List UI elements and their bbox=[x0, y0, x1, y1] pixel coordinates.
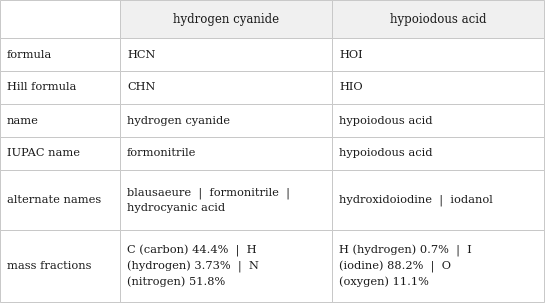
Text: hydroxidoiodine  |  iodanol: hydroxidoiodine | iodanol bbox=[339, 194, 493, 206]
Text: mass fractions: mass fractions bbox=[7, 261, 92, 271]
Text: C (carbon) 44.4%  |  H
(hydrogen) 3.73%  |  N
(nitrogen) 51.8%: C (carbon) 44.4% | H (hydrogen) 3.73% | … bbox=[127, 245, 259, 287]
Bar bbox=[0, 0, 120, 38]
Text: hypoiodous acid: hypoiodous acid bbox=[339, 115, 433, 126]
Bar bbox=[120, 104, 332, 137]
Text: Hill formula: Hill formula bbox=[7, 83, 76, 92]
Text: alternate names: alternate names bbox=[7, 195, 101, 205]
Text: formula: formula bbox=[7, 49, 52, 60]
Bar bbox=[332, 104, 544, 137]
Text: hypoiodous acid: hypoiodous acid bbox=[339, 149, 433, 158]
Text: name: name bbox=[7, 115, 39, 126]
Bar bbox=[0, 230, 120, 302]
Bar bbox=[332, 230, 544, 302]
Bar bbox=[0, 104, 120, 137]
Text: HCN: HCN bbox=[127, 49, 155, 60]
Bar bbox=[332, 71, 544, 104]
Bar bbox=[120, 38, 332, 71]
Text: CHN: CHN bbox=[127, 83, 155, 92]
Text: HOI: HOI bbox=[339, 49, 362, 60]
Text: IUPAC name: IUPAC name bbox=[7, 149, 80, 158]
Bar bbox=[332, 38, 544, 71]
Bar bbox=[0, 38, 120, 71]
Bar bbox=[332, 137, 544, 170]
Text: HIO: HIO bbox=[339, 83, 362, 92]
Bar bbox=[120, 137, 332, 170]
Bar bbox=[332, 0, 544, 38]
Bar bbox=[120, 230, 332, 302]
Text: hydrogen cyanide: hydrogen cyanide bbox=[127, 115, 230, 126]
Text: hydrogen cyanide: hydrogen cyanide bbox=[173, 13, 279, 25]
Bar bbox=[120, 170, 332, 230]
Text: formonitrile: formonitrile bbox=[127, 149, 196, 158]
Bar bbox=[0, 71, 120, 104]
Bar bbox=[0, 137, 120, 170]
Bar bbox=[120, 71, 332, 104]
Text: H (hydrogen) 0.7%  |  I
(iodine) 88.2%  |  O
(oxygen) 11.1%: H (hydrogen) 0.7% | I (iodine) 88.2% | O… bbox=[339, 245, 472, 287]
Bar bbox=[0, 170, 120, 230]
Bar bbox=[332, 170, 544, 230]
Text: blausaeure  |  formonitrile  |
hydrocyanic acid: blausaeure | formonitrile | hydrocyanic … bbox=[127, 188, 290, 212]
Bar bbox=[120, 0, 332, 38]
Text: hypoiodous acid: hypoiodous acid bbox=[390, 13, 486, 25]
